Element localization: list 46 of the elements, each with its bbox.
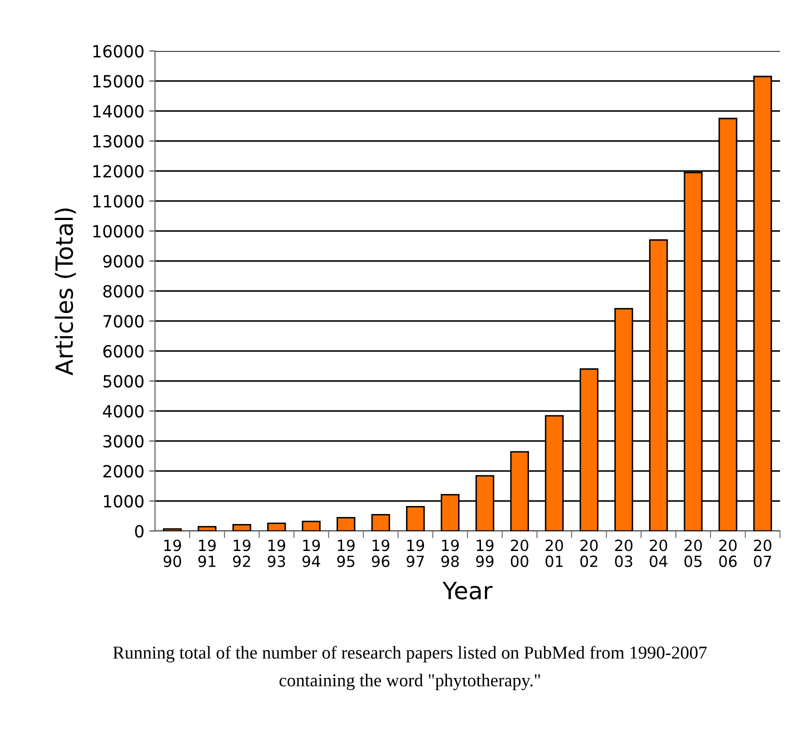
x-tick-label: 20 02 [580,540,598,568]
bar [302,520,321,531]
bar [406,506,425,531]
x-tick-label: 20 03 [615,540,632,568]
bar [198,526,216,531]
x-tick-label: 20 05 [684,540,702,568]
y-tick-label: 9000 [103,254,144,268]
y-tick-label: 14000 [93,104,144,118]
text: Running total of the number of research papers listed on PubMed from 1990-2007 containing the word "phytotherapy." [113,646,707,690]
bar [232,524,252,531]
x-tick-label: 19 93 [268,540,286,568]
x-tick-label: 19 90 [164,540,182,568]
bar [162,528,182,531]
y-tick-label: 6000 [103,344,144,358]
bar [371,514,390,531]
y-tick-label: 10000 [93,224,144,238]
y-tick-label: 11000 [93,194,144,208]
bar [336,516,356,531]
y-tick-label: 0 [135,524,144,538]
x-tick-label: 19 99 [476,540,494,568]
x-axis-title: Year [442,582,492,600]
y-tick-label: 4000 [102,404,144,418]
y-axis-title: Articles (Total) [54,208,76,376]
x-tick-label: 20 04 [650,540,668,568]
x-tick-label: 20 00 [510,540,528,568]
x-tick-label: 20 06 [719,540,737,568]
x-tick-label: 19 92 [233,540,250,568]
x-tick-label: 19 94 [302,540,320,568]
y-tick-label: 13000 [93,134,144,148]
x-tick-label: 19 91 [198,540,216,568]
bar [267,522,286,531]
x-tick-label: 20 01 [546,540,564,568]
x-tick-label: 19 97 [406,540,424,568]
y-tick-label: 7000 [104,314,144,328]
x-tick-label: 19 96 [372,540,390,568]
y-tick-label: 8000 [103,284,144,298]
y-tick-label: 16000 [93,44,144,58]
y-tick-label: 5000 [103,374,144,388]
y-tick-label: 1000 [104,494,144,508]
y-tick-label: 15000 [93,74,144,88]
x-tick-label: 19 95 [337,540,355,568]
y-tick-label: 3000 [103,434,144,448]
y-tick-label: 12000 [93,164,144,178]
y-tick-label: 2000 [103,464,144,478]
x-tick-label: 20 07 [754,540,772,568]
x-tick-label: 19 98 [441,540,459,568]
